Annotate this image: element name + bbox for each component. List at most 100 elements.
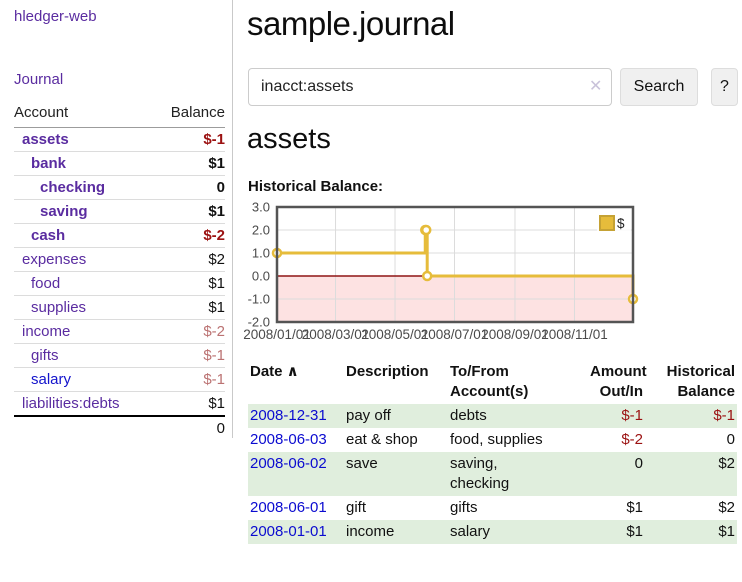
account-link[interactable]: bank (31, 155, 67, 172)
account-heading: assets (247, 123, 331, 155)
transaction-accounts: salary (450, 523, 491, 540)
account-row: expenses $2 (14, 247, 225, 272)
account-balance: 0 (153, 175, 225, 200)
account-balance: $1 (153, 391, 225, 416)
account-link[interactable]: cash (31, 227, 66, 244)
account-row: salary $-1 (14, 367, 225, 392)
register-column-header: Amount Out/In (590, 363, 647, 400)
accounts-header-balance: Balance (153, 100, 225, 128)
svg-text:$: $ (617, 216, 625, 231)
transaction-date-link[interactable]: 2008-06-02 (250, 455, 327, 472)
transaction-amount: $-2 (621, 431, 643, 448)
register-column-header: Historical Balance (666, 363, 735, 400)
page-title: sample.journal (247, 5, 455, 42)
account-link[interactable]: checking (40, 179, 106, 196)
account-balance: $2 (153, 247, 225, 272)
register-header-row: Date ∧ Description To/From Account(s) Amount… (248, 360, 737, 404)
svg-text:2008/05/01: 2008/05/01 (361, 327, 429, 342)
transaction-accounts: debts (450, 407, 487, 424)
account-link[interactable]: income (22, 323, 71, 340)
transaction-accounts: food, supplies (450, 431, 543, 448)
account-balance: $-2 (153, 319, 225, 344)
transaction-row[interactable]: 2008-12-31 pay off debts $-1 $-1 (248, 404, 737, 428)
register-table: Date ∧ Description To/From Account(s) Amount… (248, 360, 737, 544)
transaction-amount: $1 (626, 523, 643, 540)
svg-text:-2.0: -2.0 (248, 315, 270, 330)
sidebar: hledger-web Journal Account Balance asse… (0, 0, 233, 440)
svg-text:2008/09/01: 2008/09/01 (481, 327, 549, 342)
account-link[interactable]: supplies (31, 299, 87, 316)
svg-text:3.0: 3.0 (252, 200, 270, 215)
transaction-description: eat & shop (346, 431, 418, 448)
account-link[interactable]: saving (40, 203, 88, 220)
svg-text:2008/07/01: 2008/07/01 (421, 327, 489, 342)
account-link[interactable]: liabilities:debts (22, 395, 120, 412)
transaction-description: income (346, 523, 395, 540)
account-row: cash $-2 (14, 223, 225, 248)
transaction-description: save (346, 455, 378, 472)
account-row: saving $1 (14, 199, 225, 224)
transaction-row[interactable]: 2008-06-03 eat & shop food, supplies $-2 0 (248, 428, 737, 452)
svg-text:1.0: 1.0 (252, 246, 270, 261)
register-column-header: Description (346, 363, 429, 380)
account-row: bank $1 (14, 151, 225, 176)
account-link[interactable]: expenses (22, 251, 87, 268)
svg-text:2008/01/01: 2008/01/01 (243, 327, 311, 342)
transaction-balance: 0 (726, 431, 735, 448)
accounts-table-body: assets $-1 bank $1 checking 0 saving $1 cash $-2 e… (14, 128, 225, 416)
account-link[interactable]: salary (31, 371, 72, 388)
svg-text:2.0: 2.0 (252, 223, 270, 238)
register-column-header: To/From Account(s) (450, 363, 529, 400)
account-link[interactable]: gifts (31, 347, 59, 364)
svg-text:0.0: 0.0 (252, 269, 270, 284)
transaction-row[interactable]: 2008-06-01 gift gifts $1 $2 (248, 496, 737, 520)
svg-text:2008/11/01: 2008/11/01 (541, 327, 608, 342)
transaction-amount: 0 (634, 455, 643, 472)
accounts-header-account: Account (14, 100, 154, 128)
account-balance: $1 (153, 295, 225, 320)
transaction-date-link[interactable]: 2008-12-31 (250, 407, 327, 424)
historical-balance-chart[interactable]: 3.0 2.0 1.0 0.0 -1.0 -2.0 2008/01/01 2008/03/01… (243, 200, 718, 350)
app-title-link[interactable]: hledger-web (14, 8, 97, 25)
accounts-table: Account Balance assets $-1 bank $1 checking 0… (14, 100, 225, 440)
account-balance: $-1 (153, 367, 225, 392)
transaction-description: gift (346, 499, 367, 516)
transaction-date-link[interactable]: 2008-06-03 (250, 431, 327, 448)
account-balance: $1 (153, 199, 225, 224)
chart-title: Historical Balance: (248, 178, 384, 195)
transaction-amount: $-1 (621, 407, 643, 424)
transaction-description: pay off (346, 407, 391, 424)
account-row: income $-2 (14, 319, 225, 344)
transaction-row[interactable]: 2008-01-01 income salary $1 $1 (248, 520, 737, 544)
svg-text:2008/03/01: 2008/03/01 (302, 327, 370, 342)
account-row: food $1 (14, 271, 225, 296)
transaction-balance: $-1 (713, 407, 735, 424)
account-link[interactable]: assets (22, 131, 69, 148)
transaction-accounts: gifts (450, 499, 478, 516)
transaction-date-link[interactable]: 2008-06-01 (250, 499, 327, 516)
transaction-row[interactable]: 2008-06-02 save saving, checking 0 $2 (248, 452, 737, 496)
sidebar-item-journal[interactable]: Journal (14, 71, 64, 88)
account-balance: $-2 (153, 223, 225, 248)
transaction-balance: $2 (718, 455, 735, 472)
transaction-balance: $2 (718, 499, 735, 516)
search-help-button[interactable]: ? (711, 68, 738, 106)
account-row: checking 0 (14, 175, 225, 200)
account-row: gifts $-1 (14, 343, 225, 368)
transaction-accounts: saving, checking (450, 455, 510, 492)
search-clear-icon[interactable]: ✕ (589, 78, 603, 95)
search-input[interactable] (248, 68, 612, 106)
search-button[interactable]: Search (620, 68, 698, 106)
account-link[interactable]: food (31, 275, 61, 292)
account-row: liabilities:debts $1 (14, 391, 225, 416)
register-column-header[interactable]: Date ∧ (250, 363, 299, 380)
account-row: supplies $1 (14, 295, 225, 320)
chart-canvas: 3.0 2.0 1.0 0.0 -1.0 -2.02008/01/012008/03/01… (243, 200, 639, 342)
svg-text:-1.0: -1.0 (248, 292, 270, 307)
register-table-body: 2008-12-31 pay off debts $-1 $-1 2008-06-03 ea… (248, 404, 737, 544)
account-balance: $1 (153, 271, 225, 296)
account-balance: $1 (153, 151, 225, 176)
transaction-date-link[interactable]: 2008-01-01 (250, 523, 327, 540)
accounts-total-row: 0 (14, 415, 225, 440)
